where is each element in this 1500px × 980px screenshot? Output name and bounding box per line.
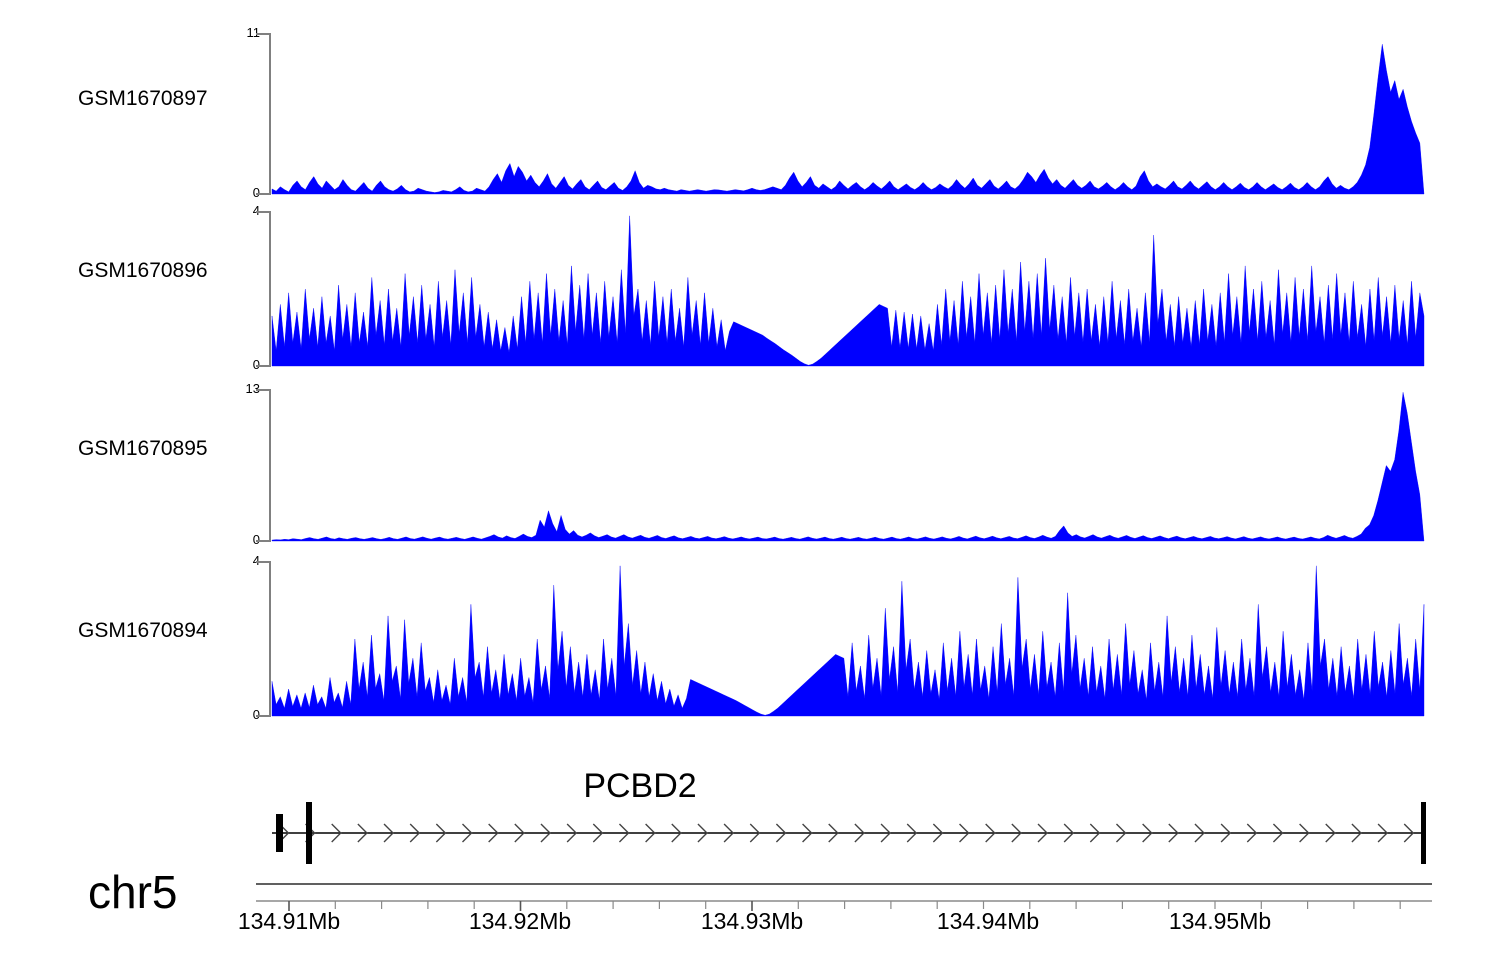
strand-arrow-icon — [775, 823, 787, 843]
strand-arrow-icon — [1089, 823, 1101, 843]
strand-arrow-icon — [514, 823, 525, 843]
track-label-GSM1670894: GSM1670894 — [78, 619, 208, 642]
ruler-tick-label: 134.94Mb — [936, 908, 1040, 934]
strand-arrow-icon — [959, 823, 970, 843]
strand-arrow-icon — [409, 823, 421, 843]
gene-name-text: PCBD2 — [583, 767, 697, 805]
genomic-coordinate-ruler — [256, 883, 1432, 911]
gene-model — [272, 802, 1426, 864]
coverage-area-GSM1670896 — [271, 215, 1425, 367]
gene-name-title: PCBD2 — [0, 767, 1500, 806]
y-axis-min-GSM1670895: 0 — [252, 532, 260, 547]
strand-arrow-icon — [1299, 823, 1310, 843]
ruler-tick-label: 134.95Mb — [1168, 908, 1272, 934]
y-axis-max-GSM1670896: 4 — [252, 203, 260, 218]
coverage-track-GSM1670896 — [256, 211, 1425, 367]
gene-exon-block — [1421, 802, 1426, 864]
strand-arrow-icon — [1403, 823, 1415, 843]
ruler-tick-label: 134.91Mb — [237, 908, 341, 934]
strand-arrow-icon — [645, 823, 656, 843]
strand-arrow-icon — [1063, 823, 1075, 843]
strand-arrow-icon — [1246, 823, 1258, 843]
y-axis-max-GSM1670894: 4 — [252, 553, 260, 568]
y-axis-max-GSM1670895: 13 — [245, 381, 260, 396]
strand-arrow-icon — [1220, 823, 1232, 843]
y-axis-bracket — [256, 33, 271, 195]
strand-arrow-icon — [828, 823, 839, 843]
coverage-area-GSM1670897 — [271, 44, 1425, 195]
track-label-GSM1670897: GSM1670897 — [78, 87, 208, 110]
y-axis-min-GSM1670894: 0 — [252, 707, 260, 722]
strand-arrow-icon — [802, 823, 813, 843]
strand-arrow-icon — [697, 823, 708, 843]
strand-arrow-icon — [854, 823, 865, 843]
strand-arrow-icon — [566, 823, 578, 843]
strand-arrow-icon — [488, 823, 499, 843]
strand-arrow-icon — [749, 823, 761, 843]
ruler-tick-label: 134.93Mb — [700, 908, 804, 934]
strand-arrow-icon — [723, 823, 735, 843]
coverage-track-GSM1670895 — [256, 389, 1425, 542]
strand-arrow-icon — [1351, 823, 1362, 843]
strand-arrow-icon — [1325, 823, 1336, 843]
strand-arrow-icon — [357, 823, 368, 843]
strand-arrow-icon — [985, 823, 996, 843]
strand-arrow-icon — [932, 823, 944, 843]
strand-arrow-icon — [435, 823, 447, 843]
strand-arrow-icon — [1011, 823, 1022, 843]
strand-arrow-icon — [331, 823, 342, 843]
coverage-area-GSM1670895 — [271, 392, 1425, 542]
strand-arrow-icon — [880, 823, 892, 843]
gene-exon-block — [276, 814, 283, 852]
y-axis-bracket — [256, 561, 271, 717]
strand-arrow-icon — [1037, 823, 1048, 843]
strand-arrow-icon — [1377, 823, 1389, 843]
gene-exon-block — [306, 802, 312, 864]
y-axis-max-GSM1670897: 11 — [246, 25, 261, 40]
y-axis-min-GSM1670897: 0 — [252, 185, 260, 200]
strand-arrow-icon — [462, 823, 473, 843]
strand-arrow-icon — [906, 823, 918, 843]
coverage-track-GSM1670897 — [256, 33, 1425, 195]
chromosome-label: chr5 — [88, 866, 178, 918]
strand-arrow-icon — [1194, 823, 1205, 843]
track-label-GSM1670895: GSM1670895 — [78, 437, 208, 460]
strand-arrow-icon — [1142, 823, 1153, 843]
track-label-GSM1670896: GSM1670896 — [78, 259, 208, 282]
strand-arrow-icon — [1115, 823, 1127, 843]
y-axis-min-GSM1670896: 0 — [252, 357, 260, 372]
strand-arrow-icon — [618, 823, 630, 843]
y-axis-bracket — [256, 211, 271, 367]
strand-arrow-icon — [1272, 823, 1284, 843]
strand-arrow-icon — [671, 823, 682, 843]
strand-arrow-icon — [1168, 823, 1179, 843]
y-axis-bracket — [256, 389, 271, 542]
strand-arrow-icon — [383, 823, 395, 843]
strand-arrow-icon — [592, 823, 604, 843]
coverage-area-GSM1670894 — [271, 565, 1425, 717]
strand-arrow-icon — [540, 823, 551, 843]
ruler-tick-label: 134.92Mb — [468, 908, 572, 934]
coverage-track-GSM1670894 — [256, 561, 1425, 717]
